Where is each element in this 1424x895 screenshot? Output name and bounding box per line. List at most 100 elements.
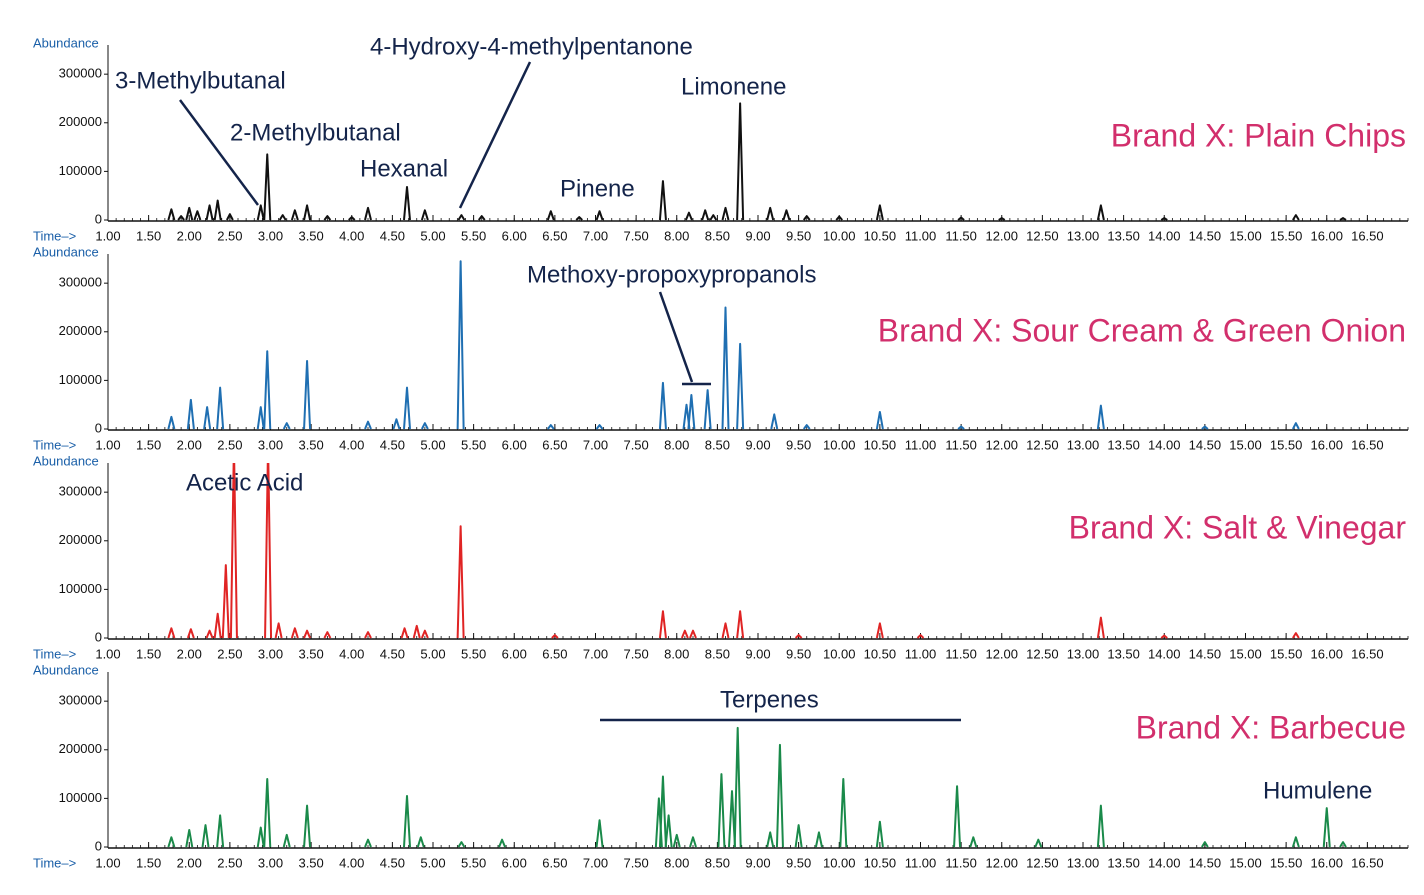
- peak: [303, 804, 312, 848]
- annotation-pointer: [658, 291, 694, 383]
- peak: [875, 622, 884, 639]
- y-tick-label: 200000: [59, 741, 102, 756]
- annotation: Limonene: [681, 73, 786, 100]
- x-tick-label: 6.50: [542, 437, 567, 452]
- peak: [392, 418, 401, 430]
- x-axis-label: Time–>: [33, 855, 76, 870]
- peak: [278, 214, 287, 221]
- x-tick-label: 3.50: [298, 437, 323, 452]
- panel-title: Brand X: Sour Cream & Green Onion: [878, 312, 1406, 348]
- peak: [916, 634, 925, 639]
- peak: [689, 629, 697, 639]
- peak: [364, 631, 372, 639]
- peak: [323, 215, 332, 221]
- peak: [766, 206, 775, 221]
- peak: [875, 820, 884, 848]
- peak: [953, 785, 962, 848]
- x-tick-label: 16.00: [1310, 437, 1343, 452]
- peak: [364, 420, 372, 430]
- x-tick-label: 8.00: [664, 437, 689, 452]
- annotation: Hexanal: [360, 155, 448, 182]
- peak: [770, 413, 779, 430]
- x-tick-label: 14.00: [1148, 437, 1181, 452]
- peak: [551, 634, 559, 639]
- x-tick-label: 12.00: [985, 228, 1018, 243]
- peak: [167, 836, 176, 848]
- x-tick-label: 12.00: [985, 437, 1018, 452]
- peak: [721, 306, 730, 430]
- x-tick-label: 9.00: [745, 646, 770, 661]
- peak: [403, 386, 411, 430]
- x-tick-label: 2.50: [217, 855, 242, 870]
- x-tick-label: 5.00: [420, 646, 445, 661]
- peak: [1292, 214, 1300, 221]
- peak: [835, 215, 844, 221]
- x-tick-label: 1.00: [95, 646, 120, 661]
- x-tick-label: 4.00: [339, 855, 364, 870]
- peak: [1096, 804, 1105, 848]
- y-tick-label: 300000: [59, 275, 102, 290]
- x-tick-label: 5.50: [461, 228, 486, 243]
- x-tick-label: 15.00: [1229, 228, 1262, 243]
- peak: [412, 624, 421, 639]
- peak: [229, 463, 238, 639]
- peak: [998, 217, 1006, 221]
- peak: [736, 342, 745, 430]
- peak: [736, 610, 745, 639]
- peak: [595, 210, 604, 221]
- peak: [193, 210, 202, 221]
- x-tick-label: 13.50: [1107, 855, 1140, 870]
- peak: [685, 211, 693, 221]
- peak: [875, 204, 884, 221]
- x-tick-label: 4.50: [380, 855, 405, 870]
- x-tick-label: 2.00: [177, 228, 202, 243]
- peak: [1291, 422, 1300, 430]
- x-tick-label: 11.00: [905, 646, 937, 661]
- peak: [672, 833, 681, 848]
- x-tick-label: 10.00: [823, 437, 856, 452]
- x-tick-label: 7.50: [623, 228, 648, 243]
- peak: [687, 393, 696, 430]
- x-tick-label: 16.00: [1310, 646, 1343, 661]
- x-tick-label: 12.50: [1026, 437, 1059, 452]
- x-tick-label: 5.50: [461, 437, 486, 452]
- x-tick-label: 14.50: [1189, 646, 1222, 661]
- peak: [282, 833, 291, 848]
- peak: [1096, 616, 1105, 639]
- y-tick-label: 300000: [59, 484, 102, 499]
- x-tick-label: 13.50: [1107, 437, 1140, 452]
- x-tick-label: 16.50: [1351, 646, 1384, 661]
- x-tick-label: 15.00: [1229, 437, 1262, 452]
- annotation-pointer: [458, 61, 532, 209]
- panel-title: Brand X: Plain Chips: [1111, 117, 1406, 153]
- trace: [167, 102, 1347, 221]
- peak: [403, 185, 411, 221]
- peak: [186, 628, 195, 639]
- peak: [213, 199, 222, 221]
- peak: [595, 819, 604, 848]
- peak: [802, 424, 811, 430]
- peak: [658, 775, 667, 848]
- peak: [498, 838, 506, 848]
- x-tick-label: 11.50: [945, 228, 977, 243]
- peak: [477, 215, 486, 221]
- y-axis-label: Abundance: [33, 35, 99, 50]
- x-tick-label: 16.00: [1310, 228, 1343, 243]
- x-tick-label: 14.00: [1148, 646, 1181, 661]
- x-tick-label: 16.50: [1351, 228, 1384, 243]
- x-tick-label: 9.00: [745, 855, 770, 870]
- peak: [256, 406, 265, 430]
- peak: [167, 208, 176, 221]
- y-tick-label: 200000: [59, 114, 102, 129]
- y-tick-label: 200000: [59, 323, 102, 338]
- x-tick-label: 13.00: [1067, 855, 1100, 870]
- trace: [167, 463, 1300, 639]
- x-tick-label: 3.50: [298, 228, 323, 243]
- x-tick-label: 1.00: [95, 437, 120, 452]
- peak: [875, 410, 884, 430]
- peak: [456, 525, 465, 639]
- x-tick-label: 2.50: [217, 228, 242, 243]
- peak: [1034, 838, 1043, 848]
- peak: [364, 838, 372, 848]
- annotation: 4-Hydroxy-4-methylpentanone: [370, 33, 693, 60]
